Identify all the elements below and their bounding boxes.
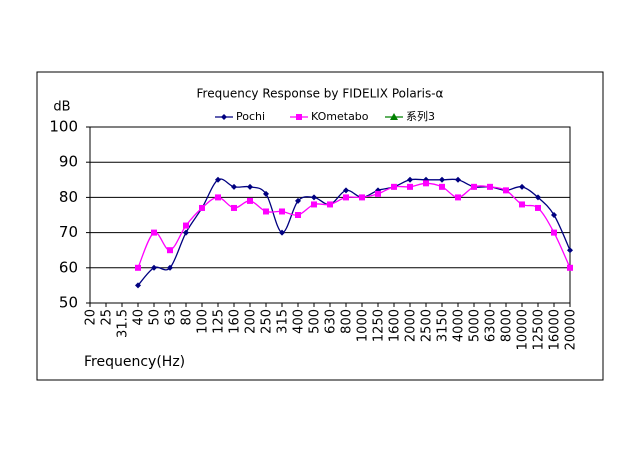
marker <box>471 183 477 190</box>
x-tick-label: 10000 <box>516 309 531 350</box>
marker <box>567 247 573 254</box>
x-tick-label: 1600 <box>388 309 403 342</box>
y-tick-label: 70 <box>59 223 78 241</box>
marker <box>455 194 461 201</box>
marker <box>423 180 429 187</box>
marker <box>295 197 301 204</box>
marker <box>279 208 285 215</box>
marker <box>167 264 173 271</box>
x-tick-label: 400 <box>292 309 307 334</box>
x-tick-label: 16000 <box>548 309 563 350</box>
marker <box>551 229 557 236</box>
x-axis-label: Frequency(Hz) <box>84 354 185 370</box>
marker <box>343 187 349 194</box>
x-tick-label: 630 <box>324 309 339 334</box>
marker <box>135 282 141 289</box>
x-tick-label: 1250 <box>372 309 387 342</box>
marker <box>296 114 302 120</box>
marker <box>343 194 349 201</box>
y-axis-label: dB <box>53 100 70 115</box>
x-tick-label: 20 <box>84 309 99 326</box>
y-tick-label: 100 <box>49 118 78 136</box>
chart-title: Frequency Response by FIDELIX Polaris-α <box>197 87 444 101</box>
marker <box>231 204 237 211</box>
x-tick-label: 50 <box>148 309 163 326</box>
x-tick-label: 200 <box>244 309 259 334</box>
x-tick-label: 31.5 <box>116 309 131 338</box>
x-tick-label: 800 <box>340 309 355 334</box>
x-tick-label: 5000 <box>468 309 483 342</box>
marker <box>183 229 189 236</box>
marker <box>375 190 381 197</box>
marker <box>215 194 221 201</box>
marker <box>231 183 237 190</box>
x-tick-label: 500 <box>308 309 323 334</box>
marker <box>311 201 317 208</box>
x-tick-label: 12500 <box>532 309 547 350</box>
x-tick-label: 100 <box>196 309 211 334</box>
marker <box>519 201 525 208</box>
series-line <box>137 182 571 269</box>
marker <box>151 229 157 236</box>
x-tick-label: 1000 <box>356 309 371 342</box>
x-tick-label: 8000 <box>500 309 515 342</box>
marker <box>390 113 398 120</box>
legend-label: Pochi <box>236 110 265 123</box>
x-tick-label: 63 <box>164 309 179 326</box>
x-tick-label: 2500 <box>420 309 435 342</box>
x-tick-label: 250 <box>260 309 275 334</box>
marker <box>503 187 509 194</box>
marker <box>455 176 461 183</box>
marker <box>407 176 413 183</box>
marker <box>215 176 221 183</box>
x-tick-label: 25 <box>100 309 115 326</box>
marker <box>327 201 333 208</box>
marker <box>439 176 445 183</box>
legend-label: 系列3 <box>406 109 435 123</box>
chart-border <box>36 71 604 381</box>
x-tick-label: 20000 <box>564 309 579 350</box>
y-tick-label: 60 <box>59 258 78 276</box>
marker <box>247 197 253 204</box>
x-tick-label: 160 <box>228 309 243 334</box>
marker <box>263 208 269 215</box>
marker <box>519 183 525 190</box>
marker <box>439 183 445 190</box>
x-tick-label: 6300 <box>484 309 499 342</box>
marker <box>535 204 541 211</box>
marker <box>167 247 173 254</box>
marker <box>199 204 205 211</box>
marker <box>247 183 253 190</box>
y-tick-label: 80 <box>59 188 78 206</box>
y-tick-label: 50 <box>59 294 78 312</box>
marker <box>487 183 493 190</box>
marker <box>567 264 573 271</box>
marker <box>279 229 285 236</box>
marker <box>407 183 413 190</box>
marker <box>151 264 157 271</box>
marker <box>295 212 301 218</box>
y-tick-label: 90 <box>59 153 78 171</box>
x-tick-label: 2000 <box>404 309 419 342</box>
marker <box>183 222 189 229</box>
x-tick-label: 3150 <box>436 309 451 342</box>
marker <box>535 194 541 201</box>
x-tick-label: 80 <box>180 309 195 326</box>
marker <box>221 114 227 120</box>
marker <box>263 190 269 197</box>
legend-label: KOmetabo <box>311 110 369 123</box>
x-tick-label: 4000 <box>452 309 467 342</box>
series-line <box>137 178 571 286</box>
marker <box>135 264 141 271</box>
x-tick-label: 40 <box>132 309 147 326</box>
marker <box>359 194 365 201</box>
marker <box>391 183 397 190</box>
x-tick-label: 315 <box>276 309 291 334</box>
marker <box>311 194 317 201</box>
x-tick-label: 125 <box>212 309 227 334</box>
marker <box>551 212 557 218</box>
